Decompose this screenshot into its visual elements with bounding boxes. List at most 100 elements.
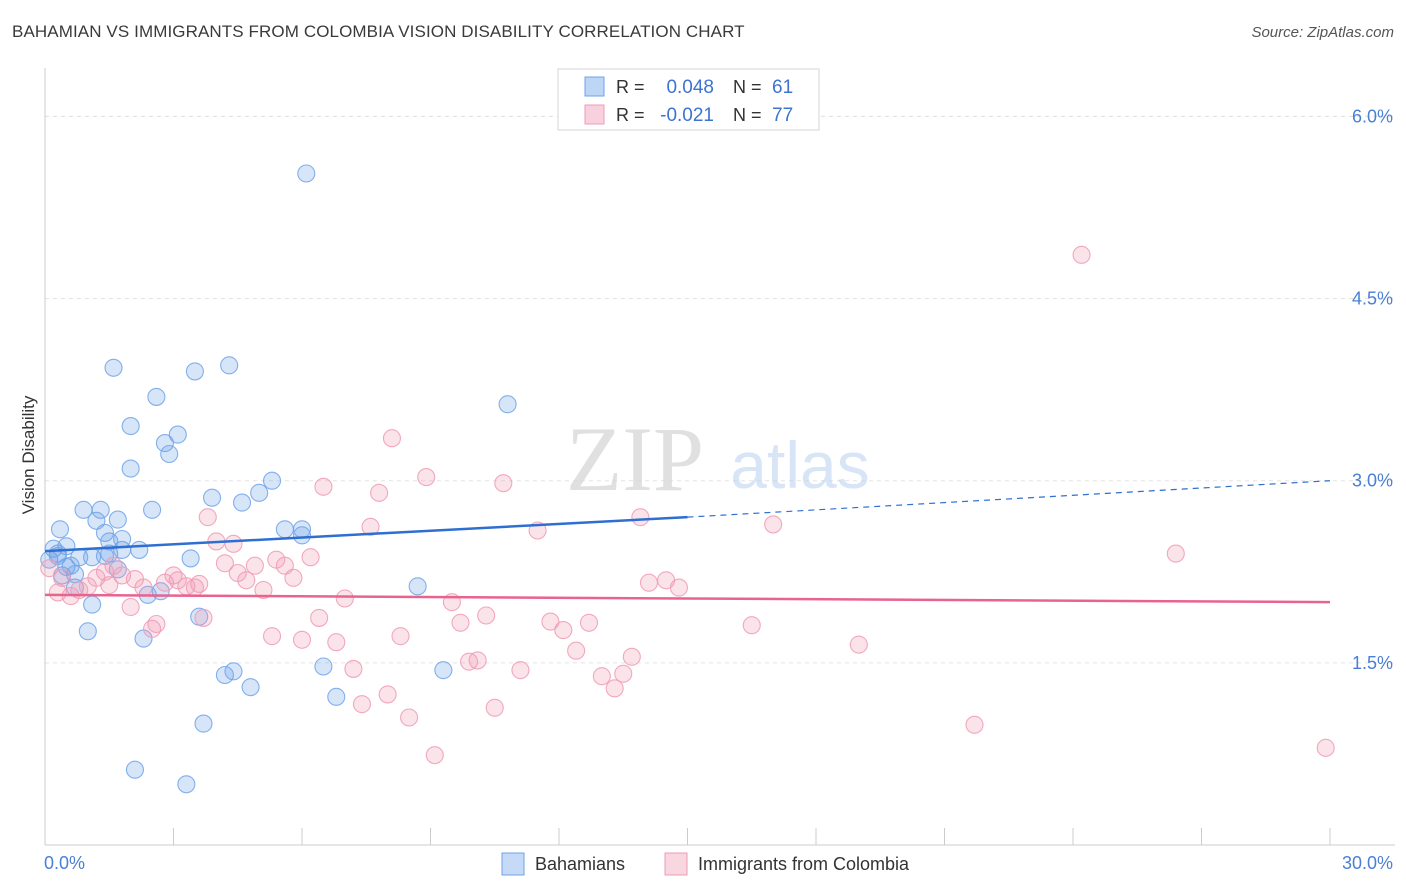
y-axis-label: Vision Disability: [19, 395, 38, 514]
legend-n-value: 61: [772, 77, 793, 98]
data-point: [378, 685, 397, 704]
data-point: [147, 614, 166, 634]
data-point: [237, 571, 256, 590]
legend-swatch: [584, 104, 605, 125]
data-point: [468, 651, 487, 670]
data-point: [147, 387, 166, 406]
y-tick-label: 6.0%: [1352, 106, 1393, 126]
data-point: [382, 429, 402, 448]
data-point: [344, 659, 363, 678]
stats-legend: R = 0.048 N = 61 R = -0.021 N = 77: [557, 68, 820, 131]
data-point: [245, 556, 264, 575]
data-point: [301, 548, 320, 567]
data-point: [327, 633, 346, 652]
data-point: [310, 608, 329, 627]
data-point: [262, 627, 282, 646]
trend-line-bahamians-dashed: [687, 480, 1331, 518]
data-point: [434, 661, 453, 680]
data-point: [335, 589, 354, 608]
axes: [44, 68, 1395, 846]
data-point: [485, 698, 504, 717]
data-point: [498, 395, 517, 414]
data-point: [400, 708, 419, 727]
data-point: [511, 661, 530, 680]
data-point: [477, 606, 496, 625]
data-point: [100, 576, 119, 595]
data-point: [220, 356, 239, 375]
legend-label: Bahamians: [535, 854, 625, 874]
data-point: [125, 760, 144, 779]
data-point: [284, 568, 303, 587]
data-point: [53, 568, 72, 587]
data-point: [352, 695, 372, 714]
data-point: [250, 483, 269, 502]
legend-n-label: N =: [733, 105, 762, 125]
data-point: [451, 613, 470, 632]
data-point: [639, 573, 659, 592]
trend-line-bahamians: [44, 515, 688, 553]
data-point: [1072, 245, 1091, 264]
data-point: [1166, 544, 1185, 563]
legend-n-value: 77: [772, 105, 793, 126]
legend-label: Immigrants from Colombia: [698, 854, 910, 874]
data-point: [579, 613, 599, 632]
trend-lines: [44, 480, 1331, 604]
data-point: [108, 510, 127, 529]
data-point: [181, 549, 200, 568]
data-point: [215, 554, 234, 573]
data-point: [262, 471, 282, 490]
stats-legend-box: [557, 68, 820, 131]
series-legend: Bahamians Immigrants from Colombia: [501, 852, 910, 876]
data-point: [194, 608, 213, 627]
data-point: [631, 508, 650, 527]
data-point: [194, 714, 213, 733]
data-point: [121, 417, 140, 436]
legend-swatch: [501, 852, 525, 876]
data-point: [198, 508, 217, 527]
data-point: [425, 746, 444, 765]
data-point: [143, 500, 162, 519]
data-point: [224, 534, 243, 553]
data-point: [224, 662, 243, 681]
data-point: [669, 578, 688, 597]
watermark-zip: ZIP: [566, 408, 704, 510]
data-point: [391, 627, 410, 646]
data-point: [297, 164, 316, 183]
data-point: [292, 526, 312, 545]
series-bahamians: [40, 164, 517, 794]
y-tick-label: 1.5%: [1352, 653, 1393, 673]
watermark: ZIP atlas: [566, 408, 870, 510]
data-point: [177, 775, 196, 794]
legend-swatch: [584, 76, 605, 97]
data-point: [554, 621, 573, 640]
data-point: [1316, 738, 1335, 757]
data-point: [275, 520, 294, 539]
data-point: [160, 444, 179, 464]
x-tick-label-max: 30.0%: [1342, 853, 1393, 873]
data-point: [104, 358, 123, 377]
data-point: [232, 493, 252, 512]
data-point: [764, 515, 783, 534]
data-point: [241, 678, 260, 697]
data-point: [113, 529, 132, 549]
data-point: [254, 580, 273, 600]
data-point: [155, 434, 174, 453]
data-point: [965, 715, 984, 734]
data-point: [417, 468, 436, 487]
source-credit: Source: ZipAtlas.com: [1251, 24, 1394, 41]
trend-line-colombia: [44, 593, 1331, 604]
y-tick-label: 4.5%: [1352, 289, 1393, 309]
points-layer: [40, 164, 1335, 794]
data-point: [592, 667, 611, 686]
legend-r-value: -0.021: [660, 105, 714, 126]
data-point: [327, 687, 346, 706]
data-point: [605, 679, 624, 698]
data-point: [567, 641, 586, 660]
data-point: [614, 664, 633, 683]
data-point: [91, 500, 110, 519]
data-point: [95, 523, 115, 542]
x-tick-label-min: 0.0%: [44, 853, 85, 873]
data-point: [78, 622, 97, 641]
data-point: [361, 517, 380, 536]
